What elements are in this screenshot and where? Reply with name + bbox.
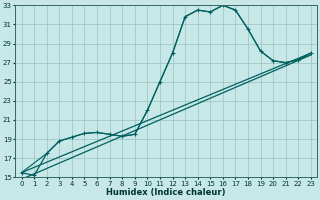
X-axis label: Humidex (Indice chaleur): Humidex (Indice chaleur) [107,188,226,197]
